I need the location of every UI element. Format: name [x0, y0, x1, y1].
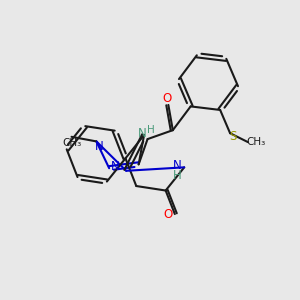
- Text: O: O: [162, 92, 172, 106]
- Text: CH₃: CH₃: [62, 138, 81, 148]
- Text: N: N: [111, 160, 120, 173]
- Text: N: N: [95, 140, 104, 153]
- Text: O: O: [164, 208, 173, 220]
- Text: S: S: [230, 130, 237, 143]
- Text: N: N: [173, 159, 182, 172]
- Text: H: H: [147, 124, 154, 135]
- Text: N: N: [138, 127, 147, 140]
- Text: CH₃: CH₃: [247, 137, 266, 147]
- Text: H: H: [172, 169, 181, 182]
